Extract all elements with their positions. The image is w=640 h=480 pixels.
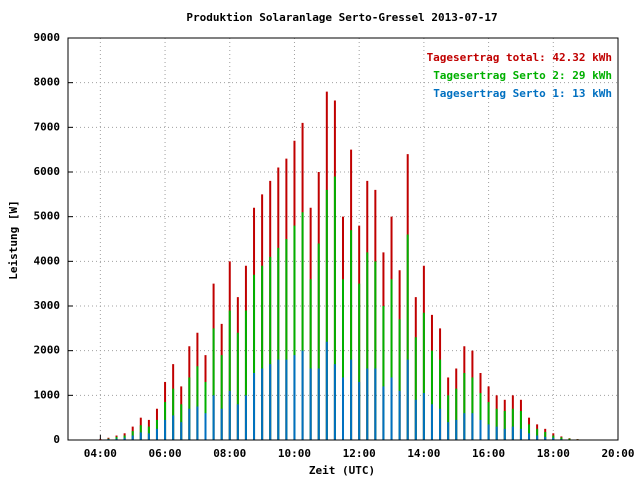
x-axis-label: Zeit (UTC) <box>309 464 375 477</box>
y-tick-label: 1000 <box>34 388 61 401</box>
plot-frame <box>67 37 619 441</box>
x-tick-label: 08:00 <box>213 447 246 460</box>
legend-entry: Tagesertrag Serto 2: 29 kWh <box>433 69 612 82</box>
y-axis-label: Leistung [W] <box>7 200 20 279</box>
y-tick-label: 4000 <box>34 254 61 267</box>
y-tick-label: 5000 <box>34 210 61 223</box>
y-tick-label: 3000 <box>34 299 61 312</box>
x-tick-label: 18:00 <box>537 447 570 460</box>
x-tick-label: 06:00 <box>148 447 181 460</box>
x-tick-label: 04:00 <box>84 447 117 460</box>
x-tick-label: 12:00 <box>343 447 376 460</box>
y-tick-label: 9000 <box>34 31 61 44</box>
y-tick-label: 6000 <box>34 165 61 178</box>
x-tick-label: 20:00 <box>601 447 634 460</box>
x-tick-label: 10:00 <box>278 447 311 460</box>
y-tick-label: 7000 <box>34 120 61 133</box>
x-tick-label: 16:00 <box>472 447 505 460</box>
y-tick-label: 2000 <box>34 344 61 357</box>
y-tick-label: 8000 <box>34 76 61 89</box>
y-tick-label: 0 <box>53 433 60 446</box>
legend-entry: Tagesertrag total: 42.32 kWh <box>427 51 612 64</box>
chart-title: Produktion Solaranlage Serto-Gressel 201… <box>186 11 497 24</box>
legend-entry: Tagesertrag Serto 1: 13 kWh <box>433 87 612 100</box>
x-tick-label: 14:00 <box>407 447 440 460</box>
